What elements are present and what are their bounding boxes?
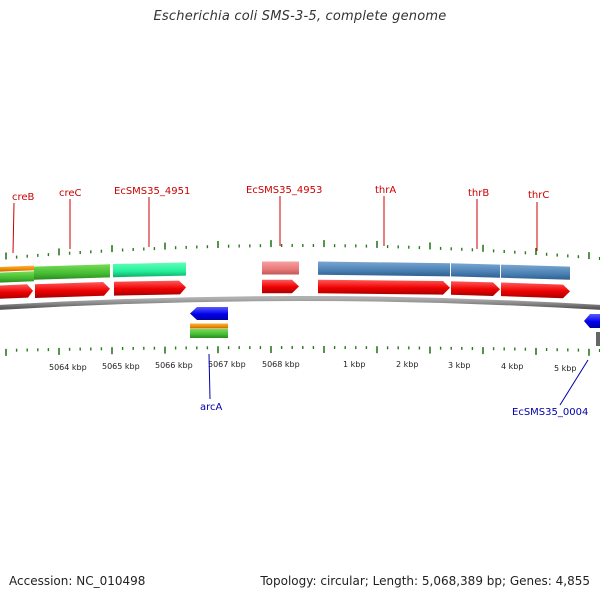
- feature-orange-creB[interactable]: [0, 265, 34, 272]
- gene-label-thrA: thrA: [375, 185, 396, 196]
- cds-arrow-EcSMS35_0004[interactable]: [584, 314, 600, 328]
- scale-label-5-kbp: 5 kbp: [554, 364, 576, 373]
- scale-label-2-kbp: 2 kbp: [396, 360, 418, 369]
- cds-arrow-thrB[interactable]: [451, 281, 500, 296]
- scale-label-3-kbp: 3 kbp: [448, 361, 470, 370]
- scale-label-5068-kbp: 5068 kbp: [262, 360, 300, 369]
- cds-arrow-creC[interactable]: [35, 282, 110, 298]
- feature-mint-EcSMS35_4951[interactable]: [113, 262, 186, 278]
- cds-arrow-thrA[interactable]: [318, 279, 450, 295]
- feature-green-arcA[interactable]: [190, 329, 228, 338]
- feature-green-creC[interactable]: [34, 264, 110, 280]
- gene-label-thrB: thrB: [468, 188, 489, 199]
- gene-label-arcA: arcA: [200, 402, 223, 413]
- cds-arrow-EcSMS35_4951[interactable]: [114, 280, 186, 296]
- feature-gray-EcSMS35_0004[interactable]: [596, 332, 600, 346]
- inner-tick-ring: [5, 346, 600, 356]
- gene-label-EcSMS35_4951: EcSMS35_4951: [114, 186, 190, 197]
- scale-label-5064-kbp: 5064 kbp: [49, 363, 87, 372]
- map-title: Escherichia coli SMS-3-5, complete genom…: [153, 9, 447, 24]
- cds-arrow-EcSMS35_4953[interactable]: [262, 279, 299, 294]
- reverse-label-leaders: [208, 353, 589, 406]
- feature-orange-arcA[interactable]: [190, 323, 228, 329]
- feature-steel-thrB[interactable]: [451, 263, 500, 278]
- cds-arrow-creB[interactable]: [0, 284, 33, 299]
- accession-label: Accession: NC_010498: [9, 574, 146, 588]
- cds-arrow-arcA[interactable]: [190, 307, 228, 320]
- scale-label-5065-kbp: 5065 kbp: [102, 362, 140, 371]
- scale-label-1-kbp: 1 kbp: [343, 360, 365, 369]
- scale-label-5066-kbp: 5066 kbp: [155, 361, 193, 370]
- scale-label-5067-kbp: 5067 kbp: [208, 360, 246, 369]
- gene-label-creC: creC: [59, 188, 82, 199]
- feature-pink-EcSMS35_4953[interactable]: [262, 261, 299, 275]
- cds-arrow-thrC[interactable]: [501, 282, 570, 299]
- scale-label-4-kbp: 4 kbp: [501, 362, 523, 371]
- gene-label-EcSMS35_0004: EcSMS35_0004: [512, 407, 588, 418]
- gene-label-creB: creB: [12, 192, 35, 203]
- feature-green-creB[interactable]: [0, 271, 34, 283]
- chromosome-backbone: [0, 296, 600, 310]
- genome-summary: Topology: circular; Length: 5,068,389 bp…: [260, 574, 590, 588]
- forward-label-leaders: [12, 196, 538, 254]
- feature-steel-thrA[interactable]: [318, 261, 450, 277]
- reverse-feature-track: [190, 307, 600, 346]
- forward-cds-arrows: [0, 279, 570, 299]
- outer-tick-ring: [5, 240, 600, 260]
- gene-label-thrC: thrC: [528, 190, 549, 201]
- forward-feature-track: [0, 261, 570, 283]
- feature-steel-thrC[interactable]: [501, 264, 570, 280]
- gene-label-EcSMS35_4953: EcSMS35_4953: [246, 185, 322, 196]
